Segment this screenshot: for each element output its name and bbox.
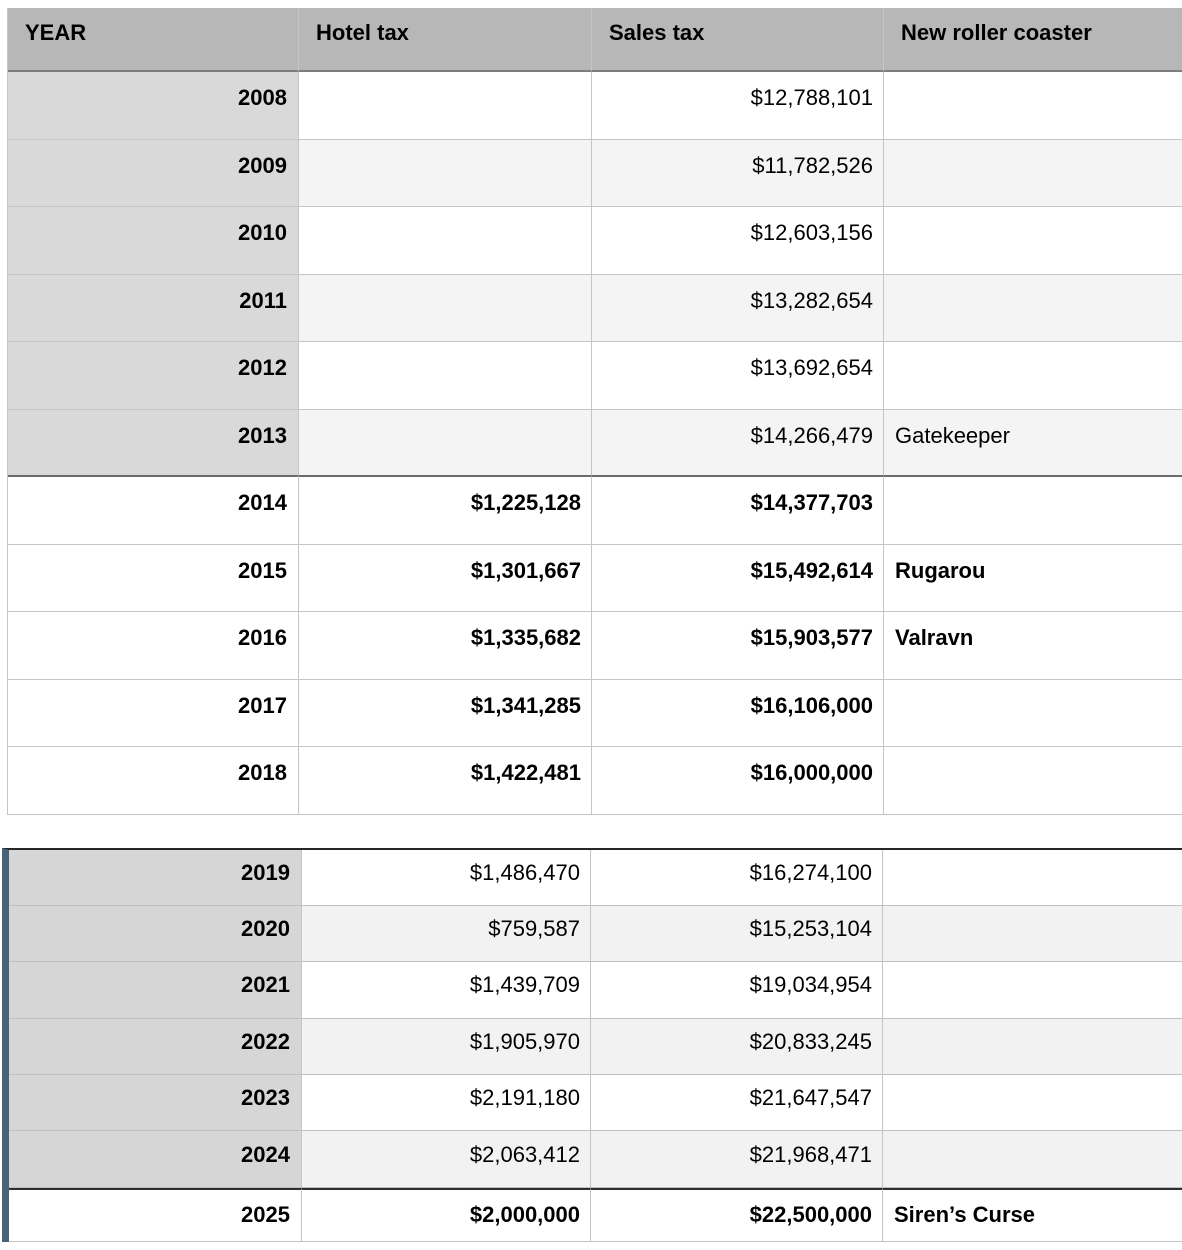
cell-roller-coaster[interactable]: Rugarou [884,545,1182,612]
table-row-2023: 2023 $2,191,180 $21,647,547 [9,1075,1182,1132]
cell-hotel-tax[interactable] [299,409,592,477]
cell-roller-coaster[interactable] [883,962,1182,1019]
cell-roller-coaster[interactable] [883,905,1182,963]
cell-hotel-tax[interactable] [299,72,592,140]
cell-sales-tax[interactable]: $21,647,547 [591,1075,883,1132]
cell-roller-coaster[interactable] [884,342,1182,410]
cell-roller-coaster[interactable]: Siren’s Curse [883,1187,1182,1243]
cell-hotel-tax[interactable]: $1,486,470 [302,849,591,906]
cell-year[interactable]: 2022 [9,1018,302,1076]
table-row-2018: 2018 $1,422,481 $16,000,000 [8,747,1182,815]
cell-hotel-tax[interactable]: $1,335,682 [299,612,592,680]
column-header-sales-tax[interactable]: Sales tax [592,8,884,72]
cell-roller-coaster[interactable] [883,850,1182,906]
cell-roller-coaster[interactable] [884,139,1182,207]
table-row-2022: 2022 $1,905,970 $20,833,245 [9,1018,1182,1076]
cell-sales-tax[interactable]: $12,788,101 [592,72,884,140]
column-header-year[interactable]: YEAR [8,8,299,72]
table-row-2010: 2010 $12,603,156 [8,207,1182,275]
cell-hotel-tax[interactable]: $1,422,481 [299,747,592,815]
table-row-2025: 2025 $2,000,000 $22,500,000 Siren’s Curs… [9,1187,1182,1243]
cell-year[interactable]: 2017 [8,679,299,747]
cell-hotel-tax[interactable]: $1,301,667 [299,544,592,612]
cell-year[interactable]: 2025 [9,1187,302,1243]
cell-hotel-tax[interactable]: $759,587 [302,905,591,963]
cell-roller-coaster[interactable] [884,274,1182,342]
cell-year[interactable]: 2015 [8,544,299,612]
cell-sales-tax[interactable]: $15,253,104 [591,905,883,963]
cell-hotel-tax[interactable]: $2,063,412 [302,1131,591,1188]
table-row-2013: 2013 $14,266,479 Gatekeeper [8,409,1182,477]
table-row-2015: 2015 $1,301,667 $15,492,614 Rugarou [8,544,1182,612]
cell-hotel-tax[interactable] [299,207,592,275]
column-header-roller-coaster[interactable]: New roller coaster [884,8,1182,72]
cell-hotel-tax[interactable]: $1,341,285 [299,679,592,747]
table-row-2024: 2024 $2,063,412 $21,968,471 [9,1131,1182,1188]
cell-sales-tax[interactable]: $13,692,654 [592,342,884,410]
header-row: YEAR Hotel tax Sales tax New roller coas… [8,8,1182,72]
table-row-2019: 2019 $1,486,470 $16,274,100 [9,849,1182,906]
table-row-2008: 2008 $12,788,101 [8,72,1182,140]
cell-sales-tax[interactable]: $21,968,471 [591,1131,883,1188]
cell-roller-coaster[interactable] [884,747,1182,815]
cell-sales-tax[interactable]: $16,000,000 [592,747,884,815]
cell-year[interactable]: 2024 [9,1131,302,1188]
cell-hotel-tax[interactable] [299,274,592,342]
cell-year[interactable]: 2020 [9,905,302,963]
cell-sales-tax[interactable]: $14,377,703 [592,475,884,545]
cell-year[interactable]: 2016 [8,612,299,680]
cell-year[interactable]: 2011 [8,274,299,342]
table-row-2014: 2014 $1,225,128 $14,377,703 [8,475,1182,545]
cell-roller-coaster[interactable] [884,207,1182,275]
column-header-hotel-tax[interactable]: Hotel tax [299,8,592,72]
table-row-2009: 2009 $11,782,526 [8,139,1182,207]
tax-table-2019-2025: 2019 $1,486,470 $16,274,100 2020 $759,58… [2,847,1182,1243]
cell-sales-tax[interactable]: $22,500,000 [591,1187,883,1243]
cell-year[interactable]: 2009 [8,139,299,207]
cell-sales-tax[interactable]: $12,603,156 [592,207,884,275]
cell-year[interactable]: 2013 [8,409,299,477]
cell-year[interactable]: 2021 [9,962,302,1019]
cell-roller-coaster[interactable]: Valravn [884,612,1182,680]
cell-roller-coaster[interactable] [883,1018,1182,1076]
cell-sales-tax[interactable]: $16,274,100 [591,849,883,906]
cell-sales-tax[interactable]: $14,266,479 [592,409,884,477]
cell-year[interactable]: 2012 [8,342,299,410]
cell-hotel-tax[interactable]: $2,000,000 [302,1187,591,1243]
cell-hotel-tax[interactable]: $2,191,180 [302,1075,591,1132]
table-row-2011: 2011 $13,282,654 [8,274,1182,342]
table-row-2021: 2021 $1,439,709 $19,034,954 [9,962,1182,1019]
cell-year[interactable]: 2010 [8,207,299,275]
table-row-2016: 2016 $1,335,682 $15,903,577 Valravn [8,612,1182,680]
table-row-2020: 2020 $759,587 $15,253,104 [9,905,1182,963]
cell-year[interactable]: 2019 [9,849,302,906]
cell-year[interactable]: 2008 [8,72,299,140]
cell-sales-tax[interactable]: $15,903,577 [592,612,884,680]
cell-roller-coaster[interactable] [884,475,1182,545]
tax-table-2008-2018: YEAR Hotel tax Sales tax New roller coas… [7,8,1182,815]
table-row-2012: 2012 $13,692,654 [8,342,1182,410]
cell-roller-coaster[interactable] [883,1131,1182,1188]
cell-hotel-tax[interactable]: $1,905,970 [302,1018,591,1076]
cell-sales-tax[interactable]: $20,833,245 [591,1018,883,1076]
cell-roller-coaster[interactable] [884,680,1182,747]
cell-sales-tax[interactable]: $13,282,654 [592,274,884,342]
cell-sales-tax[interactable]: $11,782,526 [592,139,884,207]
cell-year[interactable]: 2018 [8,747,299,815]
cell-roller-coaster[interactable] [884,72,1182,140]
cell-hotel-tax[interactable] [299,342,592,410]
cell-sales-tax[interactable]: $16,106,000 [592,679,884,747]
cell-roller-coaster[interactable]: Gatekeeper [884,409,1182,477]
cell-year[interactable]: 2023 [9,1075,302,1132]
cell-sales-tax[interactable]: $19,034,954 [591,962,883,1019]
cell-sales-tax[interactable]: $15,492,614 [592,544,884,612]
cell-roller-coaster[interactable] [883,1075,1182,1132]
cell-hotel-tax[interactable]: $1,225,128 [299,475,592,545]
table-row-2017: 2017 $1,341,285 $16,106,000 [8,679,1182,747]
cell-hotel-tax[interactable]: $1,439,709 [302,962,591,1019]
cell-year[interactable]: 2014 [8,475,299,545]
cell-hotel-tax[interactable] [299,139,592,207]
